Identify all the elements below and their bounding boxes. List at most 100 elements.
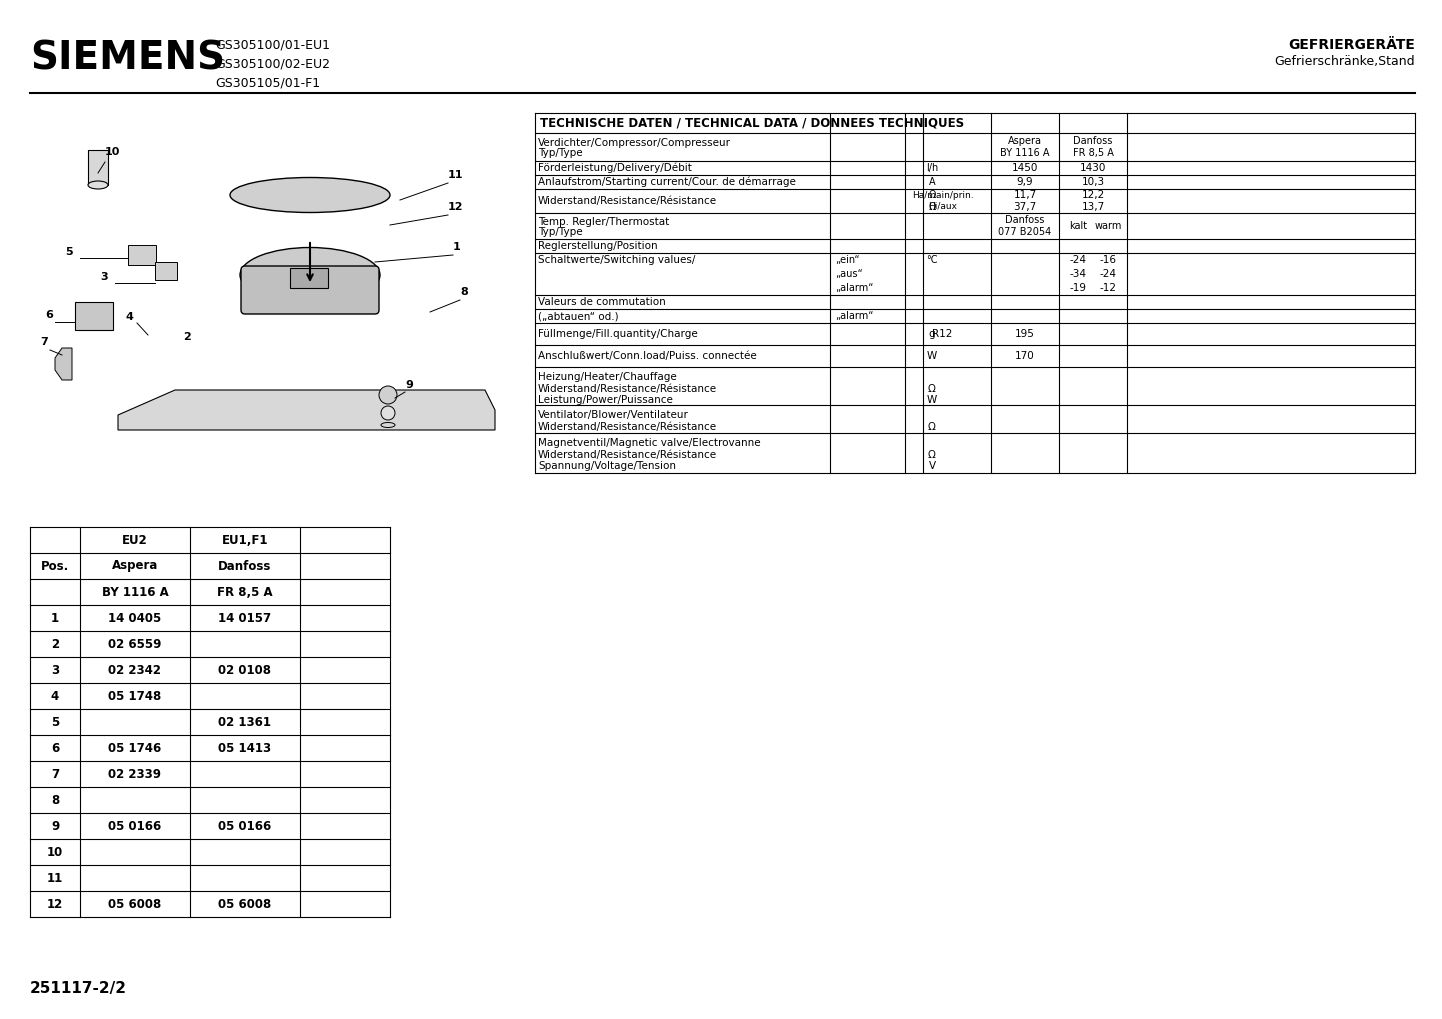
Text: Pos.: Pos. <box>40 559 69 573</box>
Text: 10: 10 <box>48 846 63 858</box>
Text: Heizung/Heater/Chauffage: Heizung/Heater/Chauffage <box>538 372 676 382</box>
Text: 11: 11 <box>448 170 463 180</box>
Text: 12: 12 <box>48 898 63 911</box>
Bar <box>88 150 108 185</box>
Text: Ω: Ω <box>929 422 936 432</box>
Text: Leistung/Power/Puissance: Leistung/Power/Puissance <box>538 395 673 405</box>
Text: 14 0157: 14 0157 <box>218 611 271 625</box>
Text: -16: -16 <box>1099 255 1116 265</box>
Text: 05 0166: 05 0166 <box>108 819 162 833</box>
Bar <box>290 268 327 288</box>
Text: Valeurs de commutation: Valeurs de commutation <box>538 297 666 307</box>
Text: Schaltwerte/Switching values/: Schaltwerte/Switching values/ <box>538 255 695 265</box>
Text: Widerstand/Resistance/Résistance: Widerstand/Resistance/Résistance <box>538 422 717 432</box>
Text: g: g <box>929 329 936 339</box>
Text: Aspera
BY 1116 A: Aspera BY 1116 A <box>1001 136 1050 158</box>
Text: Aspera: Aspera <box>112 559 159 573</box>
Text: Widerstand/Resistance/Résistance: Widerstand/Resistance/Résistance <box>538 450 717 460</box>
Bar <box>128 245 156 265</box>
Text: SIEMENS: SIEMENS <box>30 39 225 77</box>
Text: Ω: Ω <box>929 450 936 460</box>
Text: kalt: kalt <box>1069 221 1087 231</box>
Text: 12: 12 <box>448 202 463 212</box>
Text: W: W <box>927 351 937 361</box>
Text: 1450: 1450 <box>1012 163 1038 173</box>
Text: Spannung/Voltage/Tension: Spannung/Voltage/Tension <box>538 461 676 471</box>
Text: 11: 11 <box>48 871 63 884</box>
Text: Ventilator/Blower/Ventilateur: Ventilator/Blower/Ventilateur <box>538 410 689 420</box>
Text: 9,9: 9,9 <box>1017 177 1034 187</box>
Text: l/h: l/h <box>926 163 939 173</box>
Text: „alarm“: „alarm“ <box>835 283 874 293</box>
Text: Gefrierschränke,Stand: Gefrierschränke,Stand <box>1275 55 1415 68</box>
Text: Danfoss: Danfoss <box>218 559 271 573</box>
Text: 1: 1 <box>50 611 59 625</box>
Text: 5: 5 <box>65 247 72 257</box>
Text: Reglerstellung/Position: Reglerstellung/Position <box>538 242 658 251</box>
Text: 05 1748: 05 1748 <box>108 690 162 702</box>
Text: Widerstand/Resistance/Résistance: Widerstand/Resistance/Résistance <box>538 384 717 394</box>
Text: 4: 4 <box>50 690 59 702</box>
Text: Ha/main/prin.
Hi/aux: Ha/main/prin. Hi/aux <box>911 192 973 211</box>
Text: 05 1746: 05 1746 <box>108 742 162 754</box>
Text: Typ/Type: Typ/Type <box>538 148 583 158</box>
Text: 4: 4 <box>125 312 133 322</box>
Text: 11,7
37,7: 11,7 37,7 <box>1014 191 1037 212</box>
Text: („abtauen“ od.): („abtauen“ od.) <box>538 311 619 321</box>
Text: 05 6008: 05 6008 <box>218 898 271 911</box>
Text: 6: 6 <box>50 742 59 754</box>
Text: Danfoss
FR 8,5 A: Danfoss FR 8,5 A <box>1073 136 1113 158</box>
Text: EU2: EU2 <box>123 534 149 546</box>
Text: EU1,F1: EU1,F1 <box>222 534 268 546</box>
Text: 2: 2 <box>183 332 190 342</box>
Text: 3: 3 <box>50 663 59 677</box>
Text: °C: °C <box>926 255 937 265</box>
Text: Verdichter/Compressor/Compresseur: Verdichter/Compressor/Compresseur <box>538 138 731 148</box>
Ellipse shape <box>231 177 389 213</box>
Text: Ω: Ω <box>929 384 936 394</box>
Text: 8: 8 <box>460 287 467 297</box>
Text: 6: 6 <box>45 310 53 320</box>
Text: „alarm“: „alarm“ <box>835 311 874 321</box>
Text: 9: 9 <box>50 819 59 833</box>
Text: 05 0166: 05 0166 <box>218 819 271 833</box>
Ellipse shape <box>239 248 381 303</box>
Text: 5: 5 <box>50 715 59 729</box>
Text: 05 1413: 05 1413 <box>218 742 271 754</box>
Text: 2: 2 <box>50 638 59 650</box>
Polygon shape <box>118 390 495 430</box>
Text: Förderleistung/Delivery/Débit: Förderleistung/Delivery/Débit <box>538 163 692 173</box>
Text: 9: 9 <box>405 380 412 390</box>
Text: 251117-2/2: 251117-2/2 <box>30 980 127 996</box>
Circle shape <box>379 386 397 404</box>
Text: -24: -24 <box>1070 255 1086 265</box>
Text: -34: -34 <box>1070 269 1086 279</box>
Text: 7: 7 <box>40 337 48 347</box>
Text: 3: 3 <box>99 272 108 282</box>
Text: -24: -24 <box>1099 269 1116 279</box>
Text: 195: 195 <box>1015 329 1035 339</box>
Text: Anlaufstrom/Starting current/Cour. de démarrage: Anlaufstrom/Starting current/Cour. de dé… <box>538 176 796 187</box>
Text: Anschlußwert/Conn.load/Puiss. connectée: Anschlußwert/Conn.load/Puiss. connectée <box>538 351 757 361</box>
FancyBboxPatch shape <box>241 266 379 314</box>
Text: warm: warm <box>1094 221 1122 231</box>
Text: 14 0405: 14 0405 <box>108 611 162 625</box>
Text: 05 6008: 05 6008 <box>108 898 162 911</box>
Text: GEFRIERGERÄTE: GEFRIERGERÄTE <box>1288 38 1415 52</box>
Text: 02 6559: 02 6559 <box>108 638 162 650</box>
Text: 10: 10 <box>105 147 120 157</box>
Text: Ω
Ω: Ω Ω <box>929 190 936 212</box>
Text: GS305100/01-EU1
GS305100/02-EU2
GS305105/01-F1: GS305100/01-EU1 GS305100/02-EU2 GS305105… <box>215 38 330 89</box>
Text: 02 2339: 02 2339 <box>108 767 162 781</box>
Text: Typ/Type: Typ/Type <box>538 226 583 236</box>
Text: 7: 7 <box>50 767 59 781</box>
Text: V: V <box>929 461 936 471</box>
Text: R12: R12 <box>933 329 953 339</box>
Text: A: A <box>929 177 936 187</box>
Text: Danfoss
077 B2054: Danfoss 077 B2054 <box>998 215 1051 237</box>
Text: 02 0108: 02 0108 <box>219 663 271 677</box>
Text: Füllmenge/Fill.quantity/Charge: Füllmenge/Fill.quantity/Charge <box>538 329 698 339</box>
Circle shape <box>381 406 395 420</box>
Text: BY 1116 A: BY 1116 A <box>101 586 169 598</box>
Text: 02 1361: 02 1361 <box>219 715 271 729</box>
